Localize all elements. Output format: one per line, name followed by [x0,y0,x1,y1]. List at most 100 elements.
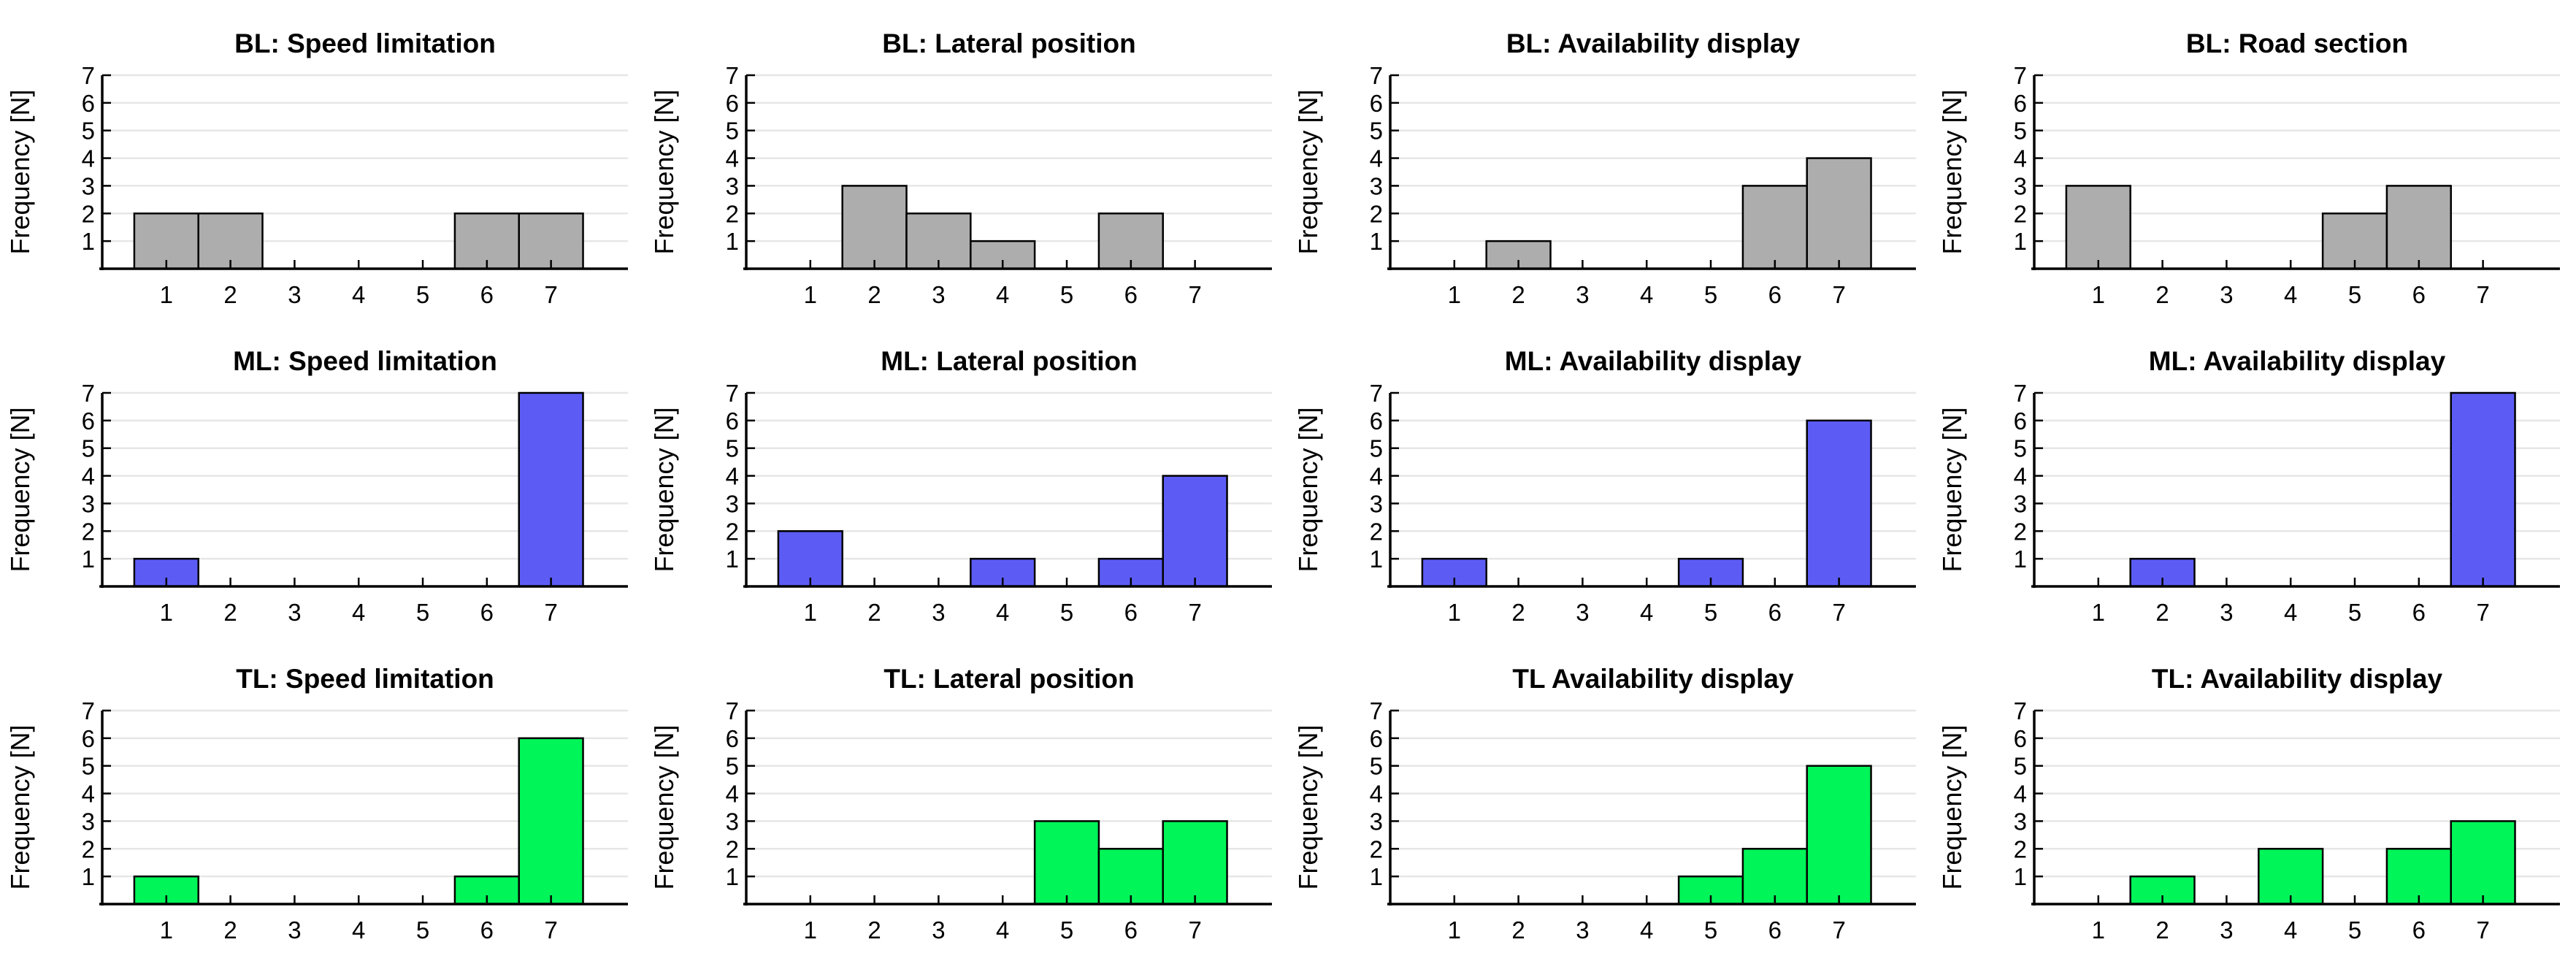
y-tick-label: 3 [726,490,739,517]
x-tick-label: 2 [2155,599,2169,626]
subplot-title: BL: Road section [2186,28,2408,58]
subplot-title: TL: Availability display [2152,664,2443,694]
y-tick-label: 1 [1370,546,1383,573]
y-tick-label: 6 [1370,407,1383,435]
y-tick-label: 5 [726,753,739,780]
x-tick-label: 5 [416,916,429,944]
histogram-bar [777,530,843,588]
x-tick-label: 3 [1576,281,1589,308]
y-tick-label: 7 [82,62,95,89]
subplot-title: ML: Speed limitation [233,346,497,376]
subplot: 1 2 3 4 5 6 7 1 2 3 4 5 6 7 TL: Lateral position Freque… [644,635,1288,953]
y-tick-label: 5 [82,118,95,145]
x-tick-label: 7 [2476,599,2489,626]
y-tick-label: 2 [82,835,95,862]
y-tick-label: 7 [2014,380,2027,407]
y-tick-label: 7 [82,697,95,724]
subplot: 1 2 3 4 5 6 7 1 2 3 4 5 6 7 TL: Speed limitation Freque… [0,635,644,953]
y-tick-label: 4 [726,145,739,172]
subplot-title: TL: Lateral position [883,664,1134,694]
x-tick-label: 3 [1576,916,1589,944]
subplot-title: BL: Speed limitation [234,28,496,58]
y-tick-label: 7 [726,697,739,724]
histogram-bar [197,213,264,270]
y-tick-label: 7 [82,380,95,407]
x-tick-label: 7 [1832,599,1845,626]
x-tick-label: 6 [1768,281,1782,308]
y-axis-label: Frequency [N] [649,89,679,254]
histogram-bar [1806,765,1872,906]
y-tick-label: 1 [726,546,739,573]
x-tick-label: 4 [2284,916,2297,944]
x-tick-label: 5 [1060,281,1073,308]
x-tick-label: 5 [2348,281,2361,308]
y-tick-label: 3 [726,808,739,835]
subplot: 1 2 3 4 5 6 7 1 2 3 4 5 6 7 BL: Availability display Fr… [1288,0,1932,318]
subplot-title: TL: Speed limitation [236,664,494,694]
y-tick-label: 5 [1370,753,1383,780]
y-tick-label: 3 [82,808,95,835]
y-axis-label: Frequency [N] [5,89,35,254]
y-tick-label: 4 [2014,781,2027,808]
histogram-bar [2321,213,2388,270]
subplot-title: ML: Lateral position [881,346,1138,376]
x-tick-label: 2 [1511,916,1525,944]
subplot-title: BL: Availability display [1506,28,1801,58]
x-tick-label: 5 [1060,599,1073,626]
y-tick-label: 1 [82,863,95,890]
x-tick-label: 2 [223,916,237,944]
x-tick-label: 6 [480,599,494,626]
y-tick-label: 2 [2014,200,2027,227]
x-tick-label: 6 [2412,916,2426,944]
y-tick-label: 3 [1370,172,1383,199]
histogram-bar [2385,185,2452,270]
subplot-title: ML: Availability display [1505,346,1802,376]
y-tick-label: 4 [1370,145,1383,172]
histogram-bar [2258,848,2324,906]
y-tick-label: 4 [2014,145,2027,172]
x-tick-label: 3 [2220,281,2233,308]
subplot-title: BL: Lateral position [882,28,1135,58]
x-tick-label: 5 [416,599,429,626]
histogram-bar [2450,391,2516,588]
histogram-bar [1806,419,1872,588]
y-tick-label: 1 [2014,546,2027,573]
x-tick-label: 1 [2092,916,2105,944]
x-tick-label: 5 [1060,916,1073,944]
x-tick-label: 2 [867,916,881,944]
y-tick-label: 2 [1370,518,1383,545]
x-tick-label: 4 [2284,599,2297,626]
histogram-bar [841,185,908,270]
y-tick-label: 4 [82,145,95,172]
subplot: 1 2 3 4 5 6 7 1 2 3 4 5 6 7 BL: Speed limitation Freque… [0,0,644,318]
x-tick-label: 1 [2092,599,2105,626]
x-tick-label: 7 [1188,916,1201,944]
subplot: 1 2 3 4 5 6 7 1 2 3 4 5 6 7 TL Availability display Fre… [1288,635,1932,953]
y-tick-label: 6 [726,407,739,435]
y-tick-label: 7 [2014,697,2027,724]
y-tick-label: 3 [726,172,739,199]
x-tick-label: 4 [996,281,1009,308]
y-tick-label: 3 [1370,490,1383,517]
x-tick-label: 2 [867,599,881,626]
y-tick-label: 2 [2014,835,2027,862]
x-tick-label: 3 [2220,916,2233,944]
y-tick-label: 4 [82,781,95,808]
x-tick-label: 5 [1704,281,1717,308]
x-tick-label: 6 [1768,599,1782,626]
x-tick-label: 3 [932,916,945,944]
y-tick-label: 5 [1370,118,1383,145]
y-tick-label: 3 [2014,808,2027,835]
y-tick-label: 7 [726,380,739,407]
subplot: 1 2 3 4 5 6 7 1 2 3 4 5 6 7 BL: Road section Frequency … [1932,0,2576,318]
y-axis-label: Frequency [N] [5,724,35,889]
x-tick-label: 1 [160,281,173,308]
